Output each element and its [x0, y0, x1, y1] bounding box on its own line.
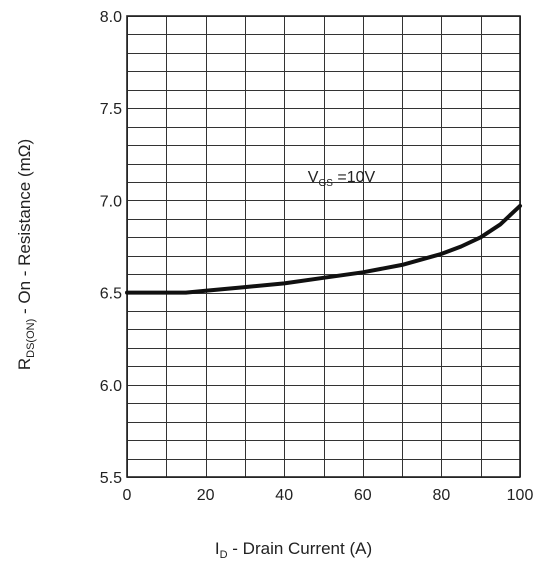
y-axis-label: RDS(ON) - On - Resistance (mΩ)	[15, 139, 37, 370]
annotation-vgs: VGS =10V	[308, 169, 376, 189]
annotation-sub: GS	[318, 178, 333, 189]
x-axis-label-rest: - Drain Current (A)	[228, 539, 373, 558]
annotation-main: V	[308, 169, 319, 186]
plot-frame	[126, 15, 521, 478]
y-tick-label: 6.5	[100, 286, 122, 303]
y-tick-label: 7.0	[100, 193, 122, 210]
y-tick-label: 8.0	[100, 9, 122, 26]
x-tick-label: 60	[354, 487, 372, 504]
x-axis-label-sub: D	[220, 549, 228, 561]
x-axis-label: ID - Drain Current (A)	[215, 539, 372, 561]
x-tick-label: 100	[507, 487, 534, 504]
y-axis-label-main: R	[15, 358, 34, 370]
y-tick-label: 7.5	[100, 101, 122, 118]
y-axis-label-sub: DS(ON)	[25, 319, 37, 358]
x-tick-label: 20	[197, 487, 215, 504]
x-tick-label: 80	[433, 487, 451, 504]
y-axis-label-rest: - On - Resistance (mΩ)	[15, 139, 34, 319]
x-tick-labels: 0 20 40 60 80 100	[123, 487, 534, 504]
x-tick-label: 0	[123, 487, 132, 504]
y-tick-labels: 5.5 6.0 6.5 7.0 7.5 8.0	[100, 9, 122, 487]
x-tick-label: 40	[275, 487, 293, 504]
y-tick-label: 6.0	[100, 378, 122, 395]
annotation-rest: =10V	[333, 169, 376, 186]
series-line	[125, 203, 522, 295]
y-tick-label: 5.5	[100, 470, 122, 487]
x-axis-label-main: I	[215, 539, 220, 558]
